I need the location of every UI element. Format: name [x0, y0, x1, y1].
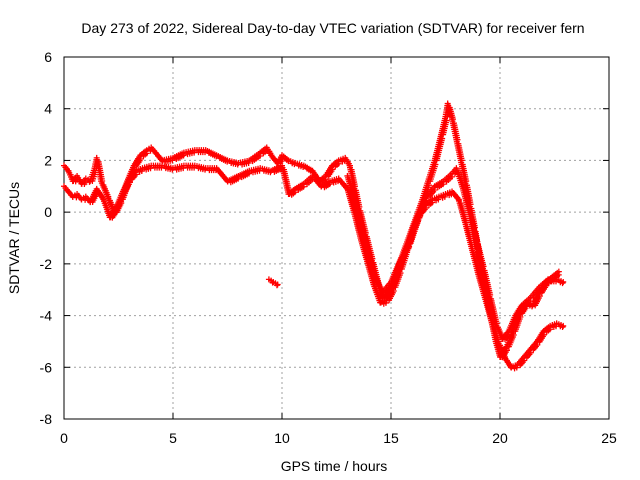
- x-tick-label: 20: [492, 430, 508, 446]
- y-tick-label: -8: [40, 411, 53, 427]
- x-axis-ticks: 0 5 10 15 20 25: [60, 57, 617, 446]
- data-point-fill: [559, 324, 566, 331]
- y-tick-label: 2: [44, 152, 52, 168]
- data-point-fill: [120, 192, 127, 199]
- data-point-fill: [423, 197, 430, 204]
- data-point-fill: [273, 282, 280, 289]
- x-axis-title: GPS time / hours: [281, 458, 388, 474]
- y-tick-label: -4: [40, 308, 53, 324]
- y-axis-ticks: -8 -6 -4 -2 0 2 4 6: [40, 49, 609, 427]
- y-tick-label: 4: [44, 101, 52, 117]
- data-point-fill: [439, 135, 446, 142]
- grid-lines: [64, 57, 609, 419]
- data-point-fill: [435, 196, 442, 203]
- y-axis-title: SDTVAR / TECUs: [6, 182, 22, 294]
- x-tick-label: 15: [383, 430, 399, 446]
- y-tick-label: 6: [44, 49, 52, 65]
- y-tick-label: 0: [44, 204, 52, 220]
- data-point-fill: [443, 117, 450, 124]
- chart-title: Day 273 of 2022, Sidereal Day-to-day VTE…: [81, 20, 584, 36]
- x-tick-label: 0: [60, 430, 68, 446]
- data-point-fill: [432, 161, 439, 168]
- data-point: [274, 281, 281, 288]
- y-tick-label: -2: [40, 256, 53, 272]
- data-point-fill: [512, 316, 519, 323]
- data-point-fill: [397, 262, 404, 269]
- data-point: [560, 278, 567, 285]
- data-point-fill: [441, 193, 448, 200]
- x-tick-label: 10: [274, 430, 290, 446]
- data-point-fill: [414, 218, 421, 225]
- plot-frame: [63, 56, 610, 420]
- data-point-fill: [138, 168, 145, 175]
- x-tick-label: 5: [169, 430, 177, 446]
- data-point-fill: [559, 280, 566, 287]
- data-point-fill: [513, 364, 520, 371]
- x-tick-label: 25: [601, 430, 617, 446]
- data-point: [560, 322, 567, 329]
- data-points: [61, 100, 567, 372]
- data-point: [555, 268, 562, 275]
- data-point-fill: [382, 299, 389, 306]
- y-tick-label: -6: [40, 359, 53, 375]
- data-point-fill: [425, 182, 432, 189]
